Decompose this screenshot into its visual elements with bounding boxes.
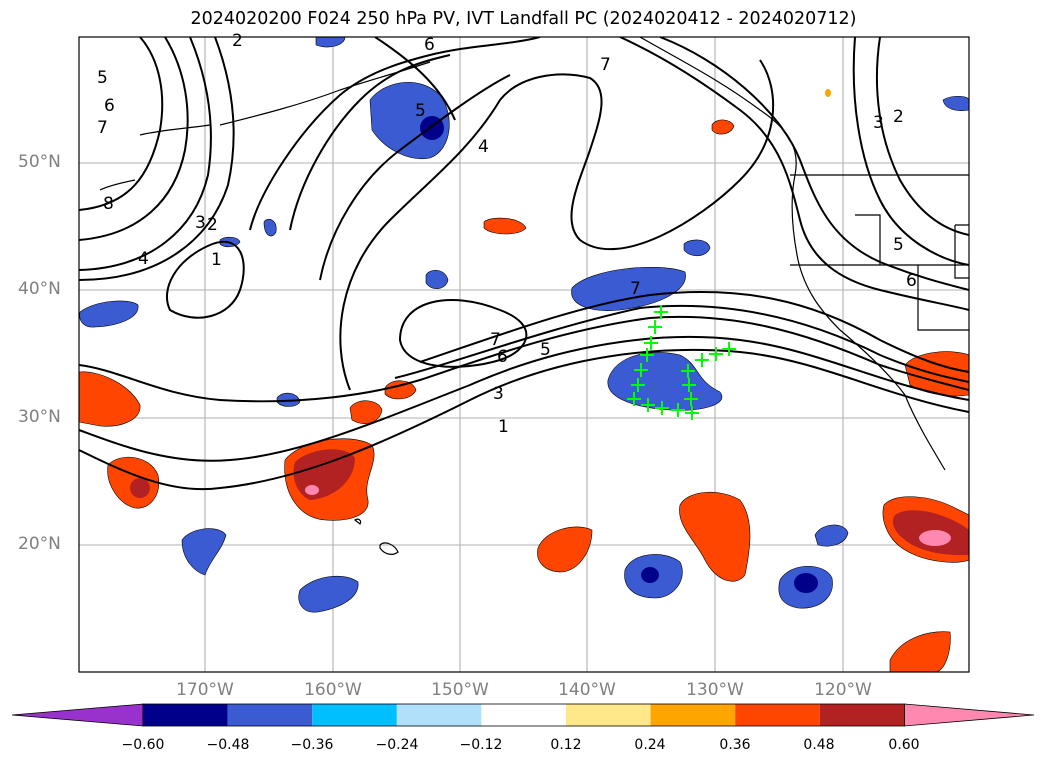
lat-label: 50°N — [18, 152, 61, 172]
colorbar-tick-label: 0.36 — [719, 737, 751, 753]
lon-label: 170°W — [176, 680, 234, 700]
lon-label: 160°W — [304, 680, 362, 700]
contour-label: 6 — [497, 347, 508, 367]
negative-anomaly-areas — [79, 37, 969, 613]
lon-label: 140°W — [558, 680, 616, 700]
lon-label: 120°W — [814, 680, 872, 700]
contour-label: 5 — [540, 340, 551, 360]
contour-label: 5 — [415, 101, 426, 121]
colorbar-tick-label: 0.12 — [550, 737, 582, 753]
contour-label: 7 — [490, 330, 501, 350]
contour-label: 1 — [211, 250, 222, 270]
landfall-markers — [627, 305, 736, 420]
contour-label: 3 — [493, 384, 504, 404]
lat-label: 40°N — [18, 279, 61, 299]
colorbar-tick-label: −0.36 — [290, 737, 334, 753]
positive-anomaly-areas — [79, 89, 969, 672]
contour-label: 4 — [478, 137, 489, 157]
gridlines — [79, 37, 969, 672]
colorbar-tick-label: 0.24 — [634, 737, 666, 753]
contour-label: 7 — [600, 55, 611, 75]
colorbar-tick-label: 0.60 — [888, 737, 920, 753]
lon-label: 130°W — [686, 680, 744, 700]
colorbar-tick-label: −0.60 — [121, 737, 165, 753]
contour-label: 8 — [103, 194, 114, 214]
contour-label: 4 — [138, 249, 149, 269]
contour-label: 7 — [630, 279, 641, 299]
lat-label: 30°N — [18, 407, 61, 427]
colorbar-tick-label: 0.48 — [803, 737, 835, 753]
contour-label: 1 — [498, 417, 509, 437]
colorbar-tick-label: −0.24 — [375, 737, 419, 753]
contour-label: 2 — [232, 31, 243, 51]
contour-label: 3 — [873, 113, 884, 133]
map-frame — [78, 36, 970, 673]
colorbar-tick-label: −0.12 — [459, 737, 503, 753]
contour-label: 2 — [207, 215, 218, 235]
contour-label: 6 — [906, 271, 917, 291]
contour-label: 6 — [104, 96, 115, 116]
map-title: 2024020200 F024 250 hPa PV, IVT Landfall… — [190, 9, 857, 29]
contour-label: 7 — [97, 118, 108, 138]
contour-label-group: 5 6 7 8 4 3 2 1 2 6 5 4 7 7 6 5 3 1 3 2 … — [97, 31, 917, 437]
lon-label: 150°W — [431, 680, 489, 700]
contour-label: 5 — [97, 68, 108, 88]
contour-label: 2 — [893, 107, 904, 127]
contour-label: 3 — [195, 213, 206, 233]
pv-contours — [79, 37, 969, 491]
contour-label: 5 — [893, 235, 904, 255]
colorbar-tick-label: −0.48 — [206, 737, 250, 753]
lat-label: 20°N — [18, 534, 61, 554]
coastlines — [99, 37, 969, 555]
contour-label: 6 — [424, 35, 435, 55]
